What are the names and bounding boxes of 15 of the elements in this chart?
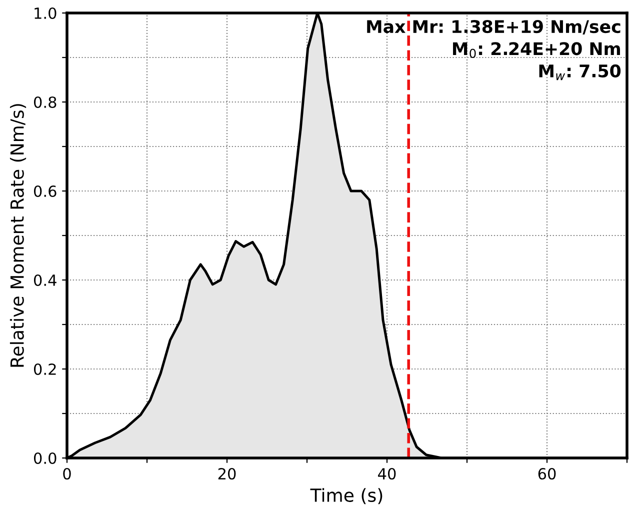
y-tick-label: 0.0 [34,452,56,464]
y-tick-label: 0.6 [34,185,56,198]
y-tick-label: 0.2 [34,363,56,376]
y-axis-title: Relative Moment Rate (Nm/s) [10,104,26,367]
x-axis-title: Time (s) [310,488,382,504]
x-tick-label: 60 [538,468,556,480]
y-tick-label: 1.0 [34,7,56,20]
y-tick-label: 0.4 [34,274,56,286]
x-tick-label: 40 [378,468,396,480]
annotation: M$_{w}$: 7.50 [539,64,621,80]
annotation: Max Mr: 1.38E+19 Nm/sec [367,20,620,34]
x-tick-label: 20 [218,468,236,480]
x-tick-label: 0 [63,468,71,480]
y-tick-label: 0.8 [34,96,56,108]
annotation: M$_{0}$: 2.24E+20 Nm [453,42,620,58]
